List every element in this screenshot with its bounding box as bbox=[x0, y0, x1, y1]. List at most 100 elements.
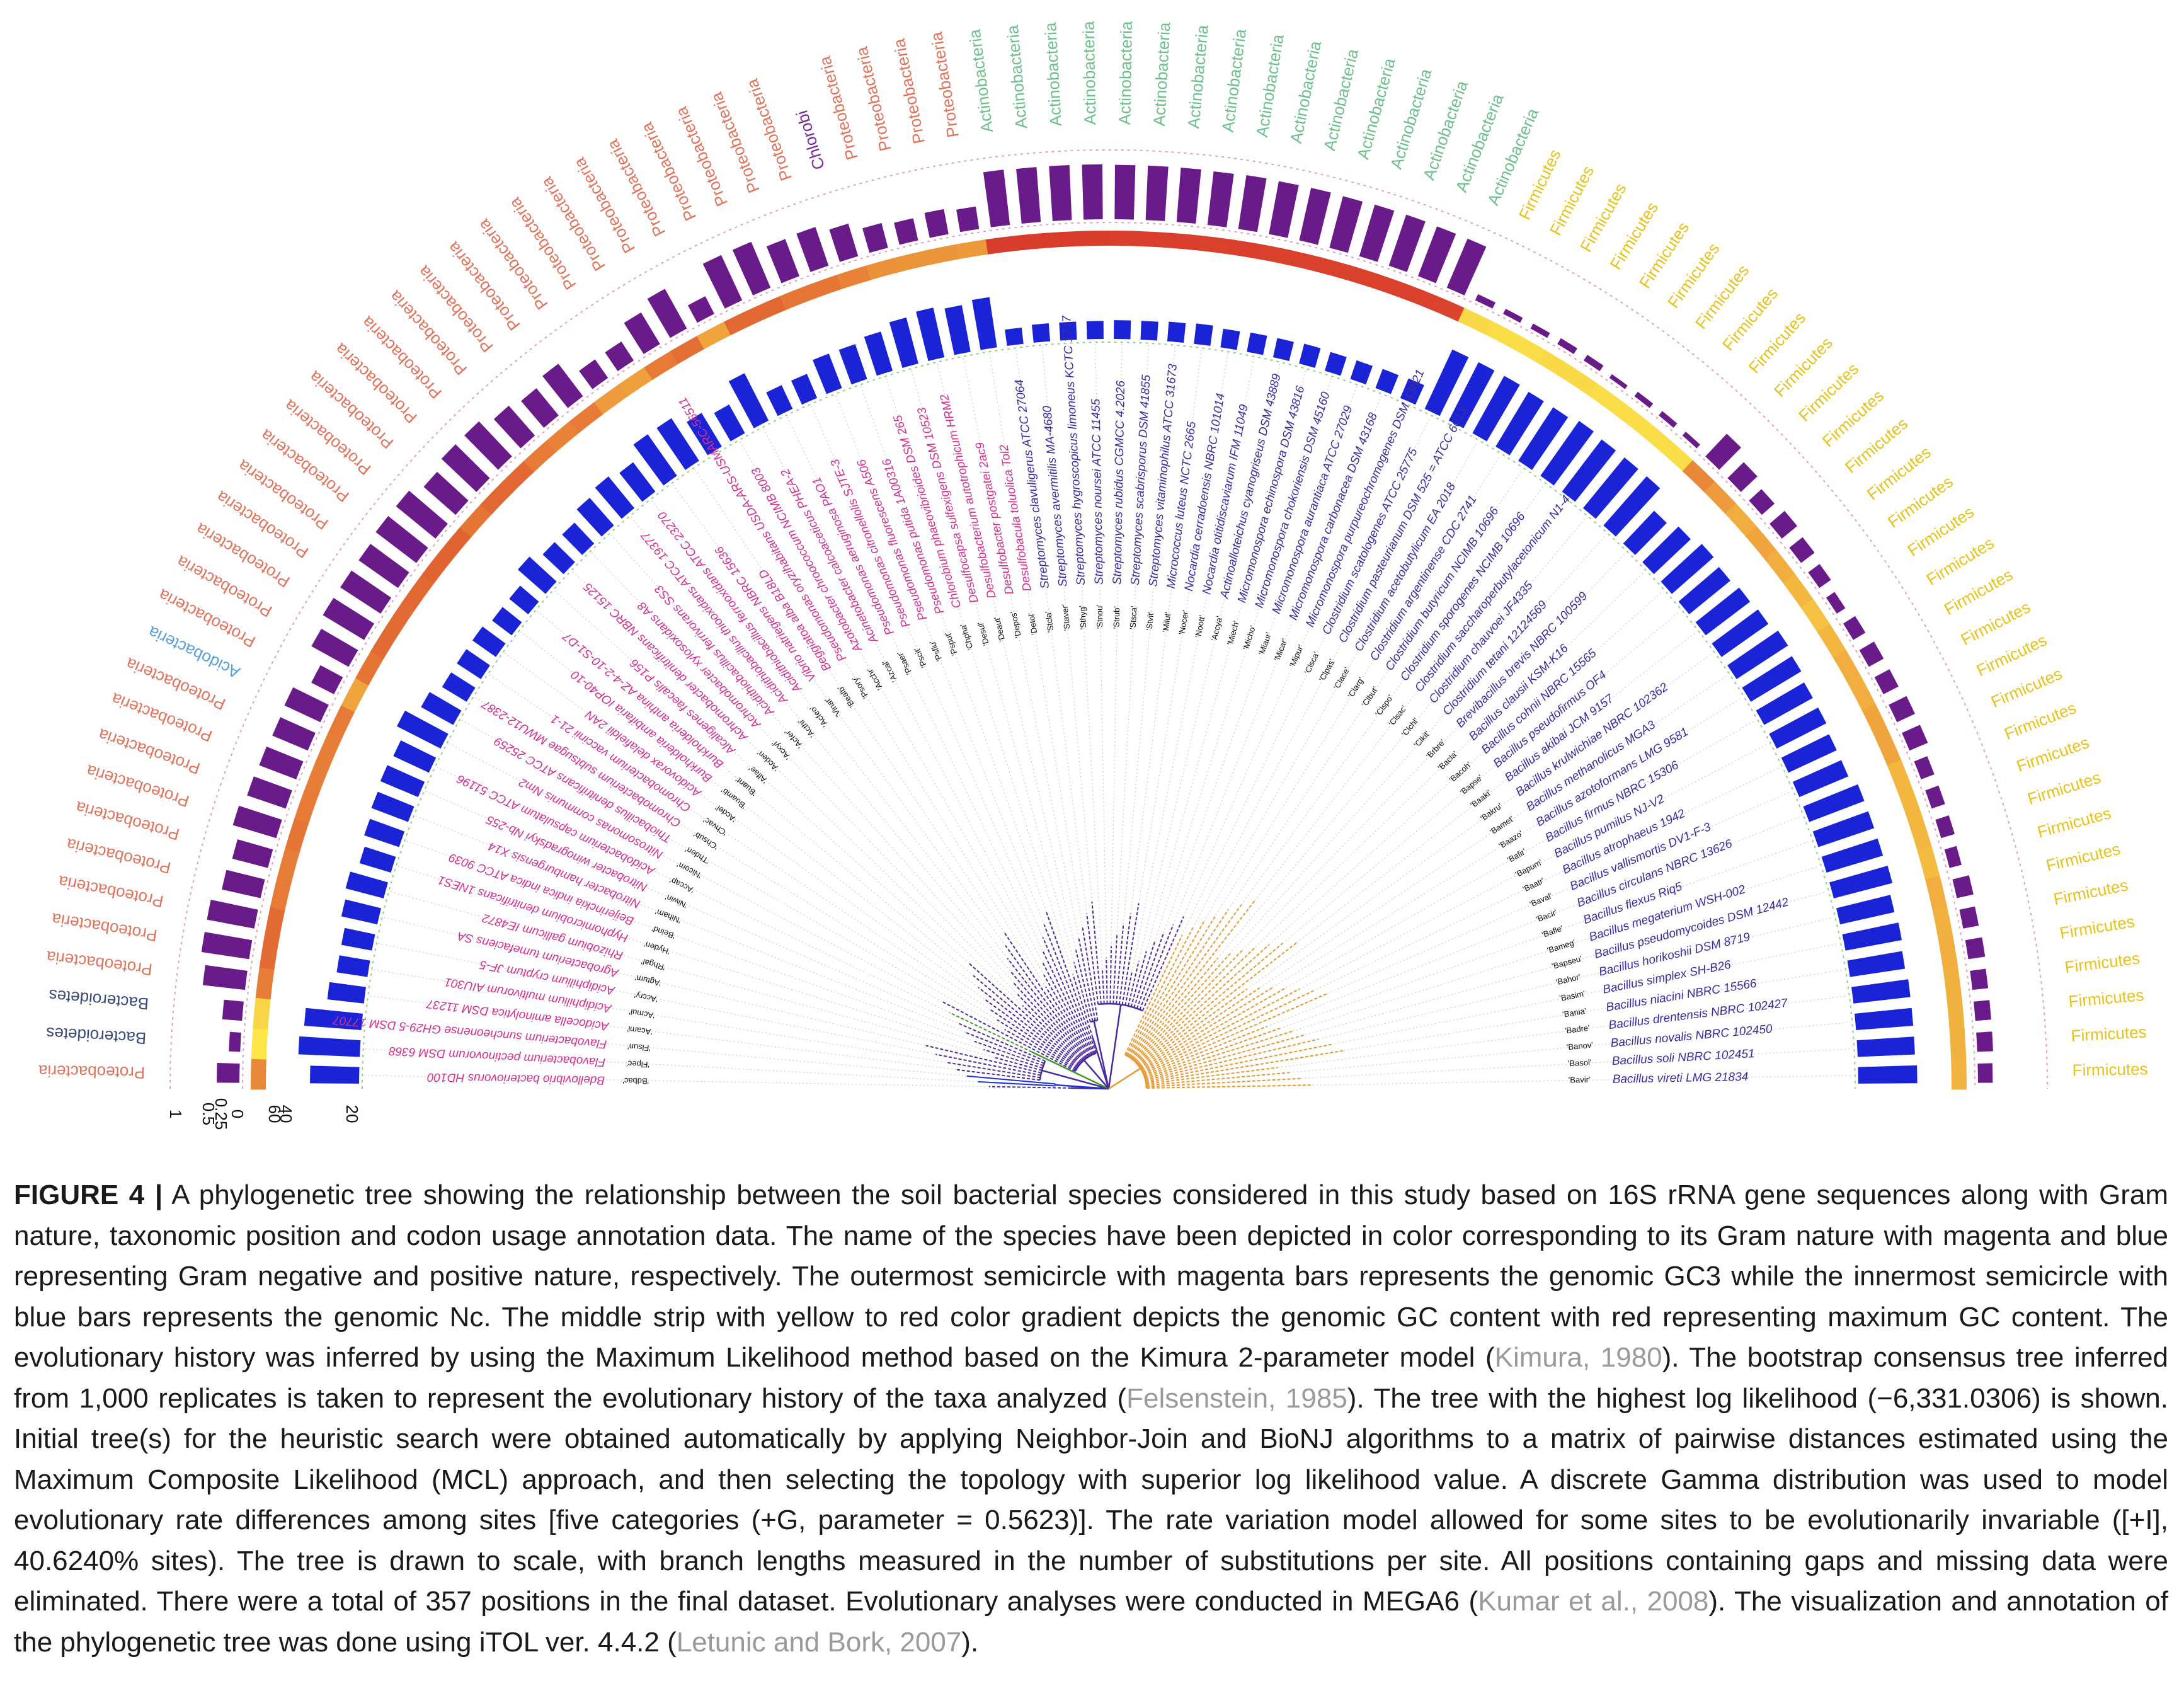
abbrev-label: 'Acmul' bbox=[628, 1007, 655, 1020]
leaf-line bbox=[1095, 344, 1107, 958]
gc-segment bbox=[724, 307, 760, 336]
gc-segment bbox=[1538, 350, 1574, 381]
abbrev-label: 'Vinat' bbox=[823, 696, 843, 719]
abbrev-label: 'Deaut' bbox=[992, 616, 1007, 642]
gc-segment bbox=[421, 549, 454, 585]
gc-segment bbox=[259, 935, 280, 970]
abbrev-label: 'Micar' bbox=[1272, 637, 1289, 662]
gc3-bar bbox=[983, 169, 1010, 227]
gc3-bar bbox=[222, 999, 244, 1021]
nc-bar bbox=[1562, 439, 1616, 502]
gc3-bar bbox=[1959, 906, 1979, 929]
nc-bar bbox=[1836, 895, 1895, 925]
branch bbox=[1139, 924, 1174, 1010]
nc-bar bbox=[1299, 343, 1321, 368]
clade-arc bbox=[1098, 1002, 1143, 1012]
abbrev-label: 'Clsac' bbox=[1386, 704, 1409, 728]
phylum-label: Firmicutes bbox=[2044, 839, 2122, 875]
nc-bar bbox=[1247, 332, 1267, 355]
gc3-scale-label: 0.25 bbox=[212, 1098, 231, 1130]
branch bbox=[1013, 982, 1084, 1062]
gc-segment bbox=[1745, 526, 1778, 561]
branch bbox=[1043, 924, 1095, 1054]
leaf-line bbox=[1154, 377, 1332, 943]
abbrev-label: 'Basim' bbox=[1558, 989, 1586, 1003]
nc-bar bbox=[1540, 420, 1594, 486]
gc3-bar bbox=[1016, 167, 1041, 224]
nc-bar bbox=[728, 373, 769, 428]
abbrev-label: 'Acdel' bbox=[713, 803, 738, 824]
gc-segment bbox=[1660, 439, 1695, 473]
gc3-bar bbox=[1583, 355, 1604, 372]
nc-bar bbox=[1448, 362, 1495, 428]
species-label: Streptomyces noursei ATCC 11455 bbox=[1089, 398, 1106, 585]
nc-bar bbox=[359, 846, 396, 873]
phylum-label: Firmicutes bbox=[2052, 875, 2129, 909]
gc3-bar bbox=[259, 746, 304, 779]
leaf-line bbox=[1228, 469, 1523, 910]
gc-segment bbox=[1257, 244, 1292, 265]
citation-link-felsenstein[interactable]: Felsenstein, 1985 bbox=[1126, 1382, 1347, 1414]
gc3-bar bbox=[732, 241, 771, 295]
phylum-label: Proteobacteria bbox=[45, 947, 153, 979]
gc-segment bbox=[1458, 307, 1494, 336]
gc-segment bbox=[1345, 265, 1381, 289]
branch bbox=[1082, 926, 1099, 1021]
caption-text-1: A phylogenetic tree showing the relation… bbox=[14, 1179, 2168, 1373]
citation-link-letunic[interactable]: Letunic and Bork, 2007 bbox=[676, 1626, 962, 1658]
leaf-line bbox=[1255, 571, 1645, 948]
gc-segment bbox=[670, 335, 706, 364]
abbrev-label: 'Flsun' bbox=[627, 1041, 651, 1053]
leaf-line bbox=[370, 995, 956, 1070]
nc-bar bbox=[393, 740, 437, 773]
gc3-bar bbox=[956, 206, 980, 232]
phylum-label: Proteobacteria bbox=[927, 30, 963, 139]
abbrev-label: 'Staver' bbox=[1060, 604, 1072, 631]
branch bbox=[990, 1009, 1078, 1069]
gc3-bar bbox=[247, 776, 292, 809]
gc-segment bbox=[808, 274, 843, 299]
caption-text-4: ). The visualization and annotation of t… bbox=[14, 1586, 2168, 1658]
citation-link-kumar[interactable]: Kumar et al., 2008 bbox=[1478, 1586, 1709, 1617]
gc-segment bbox=[480, 481, 513, 515]
gc3-bar bbox=[1530, 323, 1550, 338]
leaf-line bbox=[1313, 767, 1781, 992]
caption-text-2: ). The bootstrap consensus tree inferred… bbox=[14, 1342, 2169, 1414]
branch bbox=[966, 1075, 1056, 1085]
gc-content-strip bbox=[251, 230, 1967, 1090]
nc-bar-ring bbox=[298, 297, 1918, 1084]
species-label: Pseudomonas oryzihabitans USDA-ARS-USMAR… bbox=[676, 394, 849, 663]
gc-segment bbox=[644, 350, 680, 381]
branch bbox=[1141, 916, 1184, 1011]
gc-segment bbox=[1932, 905, 1953, 940]
leaf-line bbox=[1192, 428, 1455, 929]
leaf-line bbox=[1254, 500, 1566, 901]
leaf-line bbox=[504, 653, 985, 999]
gc3-bar bbox=[1749, 489, 1775, 515]
citation-link-kimura[interactable]: Kimura, 1980 bbox=[1494, 1342, 1662, 1373]
gc-segment bbox=[1637, 420, 1671, 452]
abbrev-label: 'Desul' bbox=[976, 621, 992, 646]
gc-segment bbox=[619, 366, 654, 397]
phylum-label: Firmicutes bbox=[2014, 733, 2091, 776]
gc-segment bbox=[1402, 284, 1438, 311]
gc3-bar bbox=[1826, 592, 1846, 614]
phylum-label: Actinobacteria bbox=[965, 28, 997, 134]
abbrev-label: 'Stcla' bbox=[1043, 611, 1055, 633]
nc-bar bbox=[1140, 321, 1158, 341]
abbrev-label: 'Psput' bbox=[942, 631, 959, 657]
nc-bar bbox=[1324, 352, 1347, 376]
gc3-bar bbox=[1889, 696, 1915, 723]
abbrev-label: 'Alfae' bbox=[746, 764, 769, 785]
branch bbox=[993, 1056, 1043, 1071]
gc-segment bbox=[1198, 235, 1232, 255]
gc-segment bbox=[1951, 1057, 1967, 1090]
gc3-bar bbox=[1789, 537, 1815, 563]
leaf-line bbox=[1327, 791, 1792, 994]
leaf-line bbox=[911, 370, 1075, 963]
leaf-line bbox=[1318, 917, 1834, 1040]
gc-segment bbox=[1925, 875, 1948, 910]
nc-bar bbox=[1821, 838, 1884, 873]
gc-segment bbox=[1287, 250, 1322, 272]
branch bbox=[1133, 953, 1231, 1062]
